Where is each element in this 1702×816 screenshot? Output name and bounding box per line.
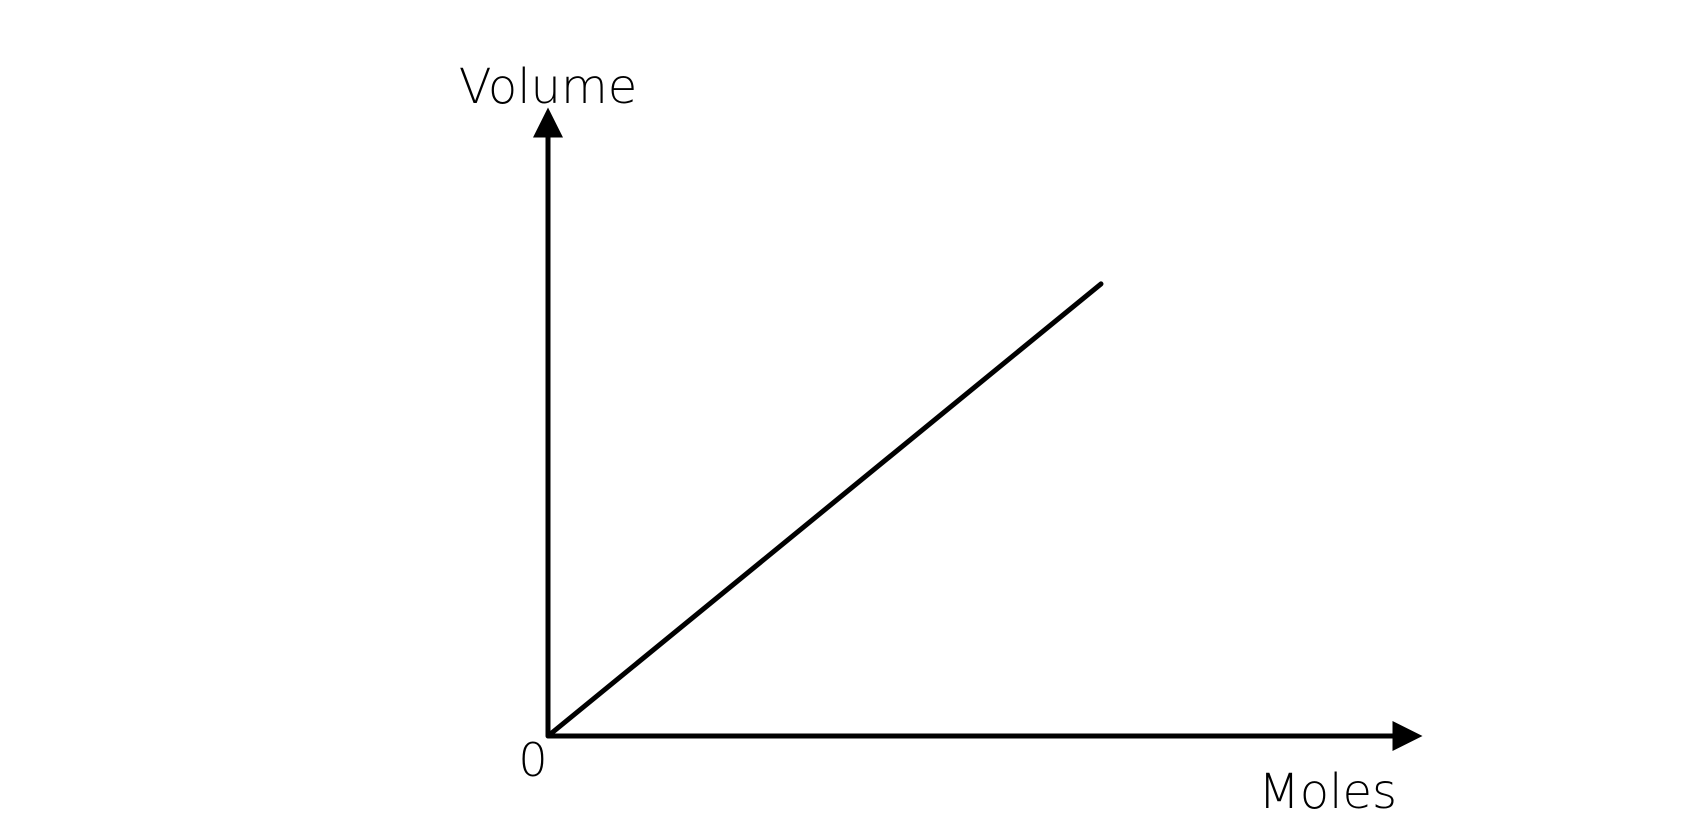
origin-label: 0 xyxy=(518,733,547,787)
series-layer xyxy=(545,281,1104,739)
series-line-0 xyxy=(545,281,1104,739)
x-axis-label: Moles xyxy=(1258,764,1397,816)
y-axis-label: Volume xyxy=(459,59,638,115)
